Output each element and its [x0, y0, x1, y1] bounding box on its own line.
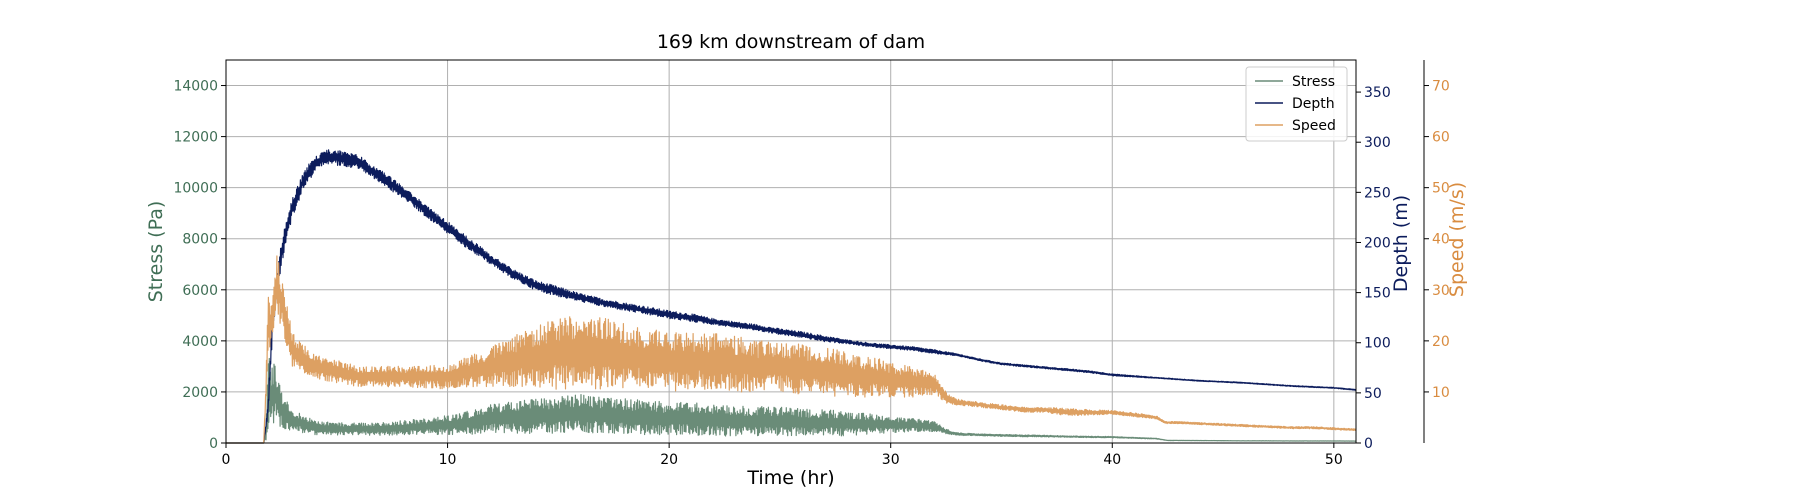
series-line-stress [225, 357, 1357, 444]
plot-area [225, 149, 1357, 444]
x-tick-label: 50 [1325, 452, 1343, 468]
chart-title: 169 km downstream of dam [657, 31, 925, 53]
series-line-depth [225, 149, 1357, 444]
stress-tick-label: 4000 [182, 334, 218, 350]
speed-tick-label: 40 [1432, 232, 1450, 248]
stress-tick-label: 2000 [182, 385, 218, 401]
depth-tick-label: 100 [1364, 336, 1391, 352]
depth-tick-label: 250 [1364, 185, 1391, 201]
series-line-speed [225, 255, 1357, 444]
legend-label-stress: Stress [1292, 74, 1335, 90]
x-tick-label: 0 [222, 452, 231, 468]
x-tick-label: 40 [1103, 452, 1121, 468]
legend-label-speed: Speed [1292, 118, 1336, 134]
stress-tick-label: 10000 [173, 181, 218, 197]
depth-tick-label: 300 [1364, 135, 1391, 151]
speed-tick-label: 30 [1432, 283, 1450, 299]
depth-axis-title: Depth (m) [1390, 195, 1412, 292]
plot-frame [225, 59, 1357, 444]
stress-axis-title: Stress (Pa) [145, 201, 167, 303]
x-tick-label: 10 [439, 452, 457, 468]
depth-tick-label: 0 [1364, 436, 1373, 452]
stress-tick-label: 14000 [173, 79, 218, 95]
stress-tick-label: 0 [209, 436, 218, 452]
depth-tick-label: 200 [1364, 235, 1391, 251]
stress-tick-label: 8000 [182, 232, 218, 248]
legend-label-depth: Depth [1292, 96, 1335, 112]
legend-box [1245, 66, 1348, 142]
speed-tick-label: 50 [1432, 181, 1450, 197]
stress-tick-label: 6000 [182, 283, 218, 299]
x-tick-label: 30 [882, 452, 900, 468]
depth-tick-label: 50 [1364, 386, 1382, 402]
stress-tick-label: 12000 [173, 130, 218, 146]
speed-tick-label: 10 [1432, 385, 1450, 401]
legend: Stress Depth Speed [1245, 66, 1348, 142]
speed-tick-label: 70 [1432, 79, 1450, 95]
x-axis-title: Time (hr) [746, 467, 834, 489]
axes: 0 10 20 30 40 5002000400060008000100001200014… [145, 59, 1468, 489]
x-tick-label: 20 [660, 452, 678, 468]
depth-tick-label: 350 [1364, 85, 1391, 101]
speed-tick-label: 60 [1432, 130, 1450, 146]
depth-tick-label: 150 [1364, 286, 1391, 302]
speed-tick-label: 20 [1432, 334, 1450, 350]
speed-axis-title: Speed (m/s) [1446, 182, 1468, 297]
